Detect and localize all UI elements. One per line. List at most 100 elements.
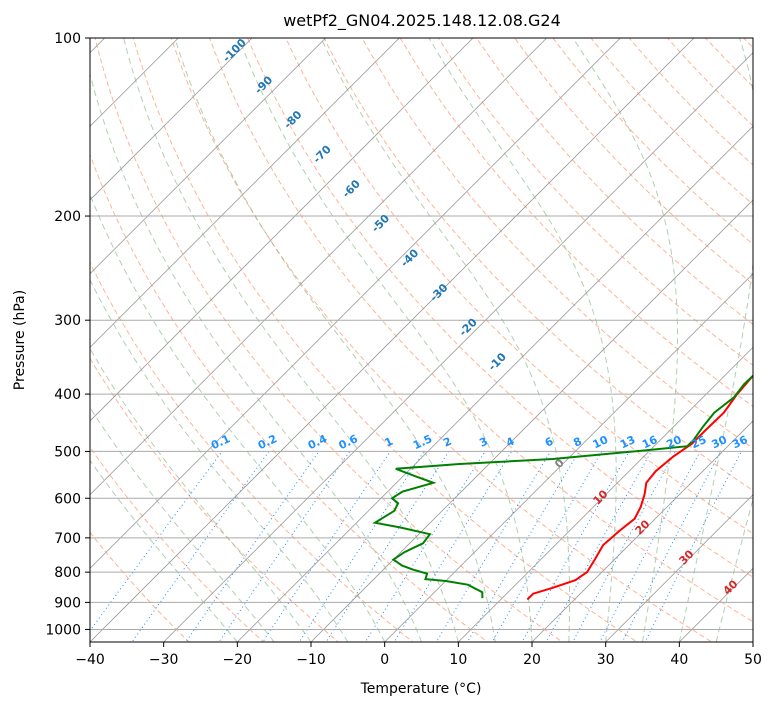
y-tick-label: 400 [54,387,81,403]
x-tick-label: −30 [149,652,179,668]
moist-adiabat-line [90,406,275,642]
y-tick-label: 1000 [45,622,81,638]
moist-adiabat-label: 30 [677,547,697,567]
isotherm-line [310,199,753,642]
x-axis-label: Temperature (°C) [360,681,482,697]
dry-adiabat-label: -70 [311,142,334,165]
mixing-ratio-line [466,451,580,642]
isotherm-line [90,38,548,496]
mixing-ratio-label: 1 [383,435,395,450]
mixing-ratio-line [90,451,223,632]
mixing-ratio-line [435,451,552,642]
mixing-ratio-line [621,451,722,642]
y-axis-label: Pressure (hPa) [12,290,28,390]
x-tick-label: 20 [523,652,541,668]
mixing-ratio-label: 16 [640,433,660,451]
x-tick-label: 30 [597,652,615,668]
x-tick-label: −10 [296,652,326,668]
x-tick-label: 40 [670,652,688,668]
isotherm-line [90,38,327,275]
dry-adiabat-label: -40 [398,246,421,269]
isotherm-line [605,494,753,642]
isotherm-line [90,38,400,348]
y-tick-label: 100 [54,31,81,47]
temperature-line [526,374,753,601]
dry-adiabat-line [755,11,775,654]
dry-adiabat-line [552,38,753,245]
moist-adiabat-line [174,38,496,642]
dry-adiabat-label: -60 [340,177,363,200]
x-tick-label: 10 [449,652,467,668]
dry-adiabat-line [90,446,265,642]
moist-adiabat-line [428,38,617,642]
isotherm-line [236,125,753,642]
reference-labels: -100-90-80-70-60-50-40-30-20-100.1 0.2 0.4… [209,36,750,598]
y-tick-label: 800 [54,565,81,581]
dry-adiabat-line [742,38,753,49]
data-lines [372,374,753,601]
moist-adiabat-line [715,497,753,642]
moist-adiabat-label: 20 [633,517,653,537]
dry-adiabat-label: -50 [369,212,392,235]
dry-adiabat-label: -80 [281,108,304,131]
chart-title: wetPf2_GN04.2025.148.12.08.G24 [283,11,561,31]
y-tick-label: 300 [54,313,81,329]
dry-adiabat-line [666,38,753,127]
mixing-ratio-line [131,451,270,642]
isotherm-line [90,38,621,569]
moist-adiabat-line [90,278,349,642]
dry-adiabat-line [90,153,489,642]
dry-adiabat-line [437,38,753,366]
x-tick-label: 0 [380,652,389,668]
moist-adiabat-line [90,459,238,642]
x-tick-label: −40 [75,652,105,668]
y-tick-label: 500 [54,444,81,460]
dry-adiabat-line [247,38,753,578]
isotherm-line [531,420,753,642]
x-tick-label: −20 [223,652,253,668]
mixing-ratio-line [545,451,652,642]
mixing-ratio-label: 0.4 [306,432,329,452]
dry-adiabat-line [132,38,638,642]
dry-adiabat-label: -90 [252,73,275,96]
dry-adiabat-line [90,357,340,642]
moist-adiabat-line [90,72,422,642]
background-lines [90,11,775,654]
moist-adiabat-line [90,193,386,642]
y-tick-label: 600 [54,491,81,507]
y-tick-label: 700 [54,531,81,547]
isotherm-line [752,641,753,642]
mixing-ratio-line [644,451,742,642]
isotherm-line [90,38,474,422]
mixing-ratio-label: 30 [710,433,730,451]
mixing-ratio-label: 13 [618,433,637,451]
isotherm-line [90,38,695,642]
dry-adiabat-line [590,38,753,206]
isotherm-line [0,11,58,654]
dry-adiabat-line [399,38,753,408]
mixing-ratio-label: 1.5 [411,432,434,452]
mixing-ratio-label: 10 [591,433,611,451]
mixing-ratio-label: 8 [571,435,583,450]
y-tick-label: 200 [54,209,81,225]
moist-adiabat-label: 10 [591,487,611,507]
mixing-ratio-label: 3 [477,435,489,450]
moist-adiabat-label: 40 [721,577,741,597]
isotherm-line [384,273,753,642]
mixing-ratio-label: 20 [664,433,684,451]
isotherm-line [457,346,753,642]
mixing-ratio-label: 36 [730,433,750,451]
moist-adiabat-line [320,38,570,642]
dry-adiabat-line [285,38,753,535]
moist-adiabat-line [90,347,312,642]
dry-adiabat-line [208,38,753,623]
plot-frame [89,37,754,643]
mixing-ratio-line [262,451,391,642]
x-tick-label: 50 [744,652,762,668]
isotherm-line [163,52,753,642]
moist-adiabat-line [123,38,459,642]
dry-adiabat-line [476,38,753,326]
grid-lines [0,11,753,654]
dry-adiabat-line [90,261,414,642]
moist-adiabat-line [678,38,753,642]
